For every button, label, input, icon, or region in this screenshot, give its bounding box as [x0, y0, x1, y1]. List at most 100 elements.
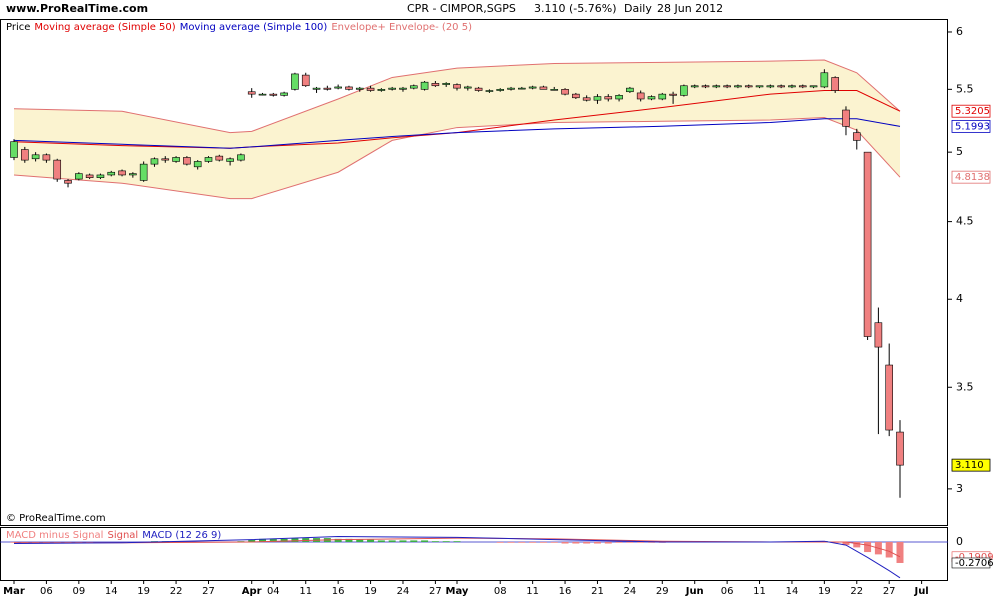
macd-histogram-bar	[572, 541, 580, 544]
macd-histogram-bar	[259, 538, 267, 542]
candle-body	[831, 77, 839, 91]
x-tick-label: 08	[494, 586, 507, 597]
macd-histogram-bar	[453, 541, 461, 542]
legend-price: Price	[6, 22, 30, 33]
macd-histogram-bar	[626, 541, 634, 543]
ma-last-label: 5.3205	[955, 106, 990, 117]
envelope-last-label: 4.8138	[955, 172, 990, 183]
candle-body	[680, 85, 688, 96]
candle-body	[96, 174, 105, 178]
candle-body	[247, 91, 256, 95]
y-tick-label: 6	[956, 25, 963, 38]
x-tick-label: May	[446, 586, 469, 597]
candle-body	[572, 93, 580, 99]
candle-body	[593, 96, 602, 101]
ma-last-label-box	[951, 119, 991, 133]
y-tick-label: 4.5	[956, 215, 974, 228]
macd-histogram-bar	[550, 541, 558, 543]
x-tick-label: 24	[397, 586, 410, 597]
macd-histogram-bar	[561, 541, 569, 544]
watermark: © ProRealTime.com	[6, 513, 106, 524]
candle-body	[21, 149, 29, 161]
candle-body	[312, 87, 321, 90]
signal-line	[14, 537, 901, 558]
x-tick-label: Apr	[242, 586, 262, 597]
envelope-line	[13, 116, 901, 200]
x-tick-label: 29	[656, 586, 669, 597]
macd-histogram-bar	[410, 540, 418, 542]
candle-body	[744, 85, 753, 88]
candle-body	[10, 141, 18, 158]
macd-last-label: -0.2706	[955, 558, 994, 569]
candle-body	[518, 87, 526, 90]
macd-histogram-bar	[377, 540, 385, 542]
candle-body	[604, 96, 613, 100]
macd-histogram-bar	[507, 541, 515, 543]
candle-body	[291, 73, 299, 90]
price-last-label-box	[951, 458, 991, 472]
candle-body	[269, 93, 278, 96]
candle-body	[777, 85, 785, 88]
candle-body	[226, 158, 234, 162]
candle-body	[550, 89, 559, 91]
x-tick-label: 19	[364, 586, 377, 597]
price-last-label: 3.110	[955, 460, 984, 471]
x-tick-label: Jul	[913, 586, 928, 597]
y-tick-label: 5	[956, 145, 963, 158]
candle-body	[690, 85, 699, 88]
candle-body	[842, 109, 850, 127]
candle-body	[442, 83, 450, 85]
macd-histogram-bar	[896, 541, 904, 563]
x-tick-label: Mar	[3, 586, 25, 597]
macd-histogram-bar	[529, 541, 537, 543]
candle-body	[193, 161, 202, 168]
candle-body	[798, 85, 807, 88]
x-tick-label: 11	[299, 586, 312, 597]
x-tick-label: Jun	[685, 586, 704, 597]
macd-histogram-bar	[842, 541, 850, 546]
candle-body	[129, 173, 137, 176]
macd-histogram-bar	[864, 541, 872, 553]
candle-body	[150, 158, 159, 165]
macd-histogram-bar	[291, 538, 299, 542]
ma-last-label-box	[951, 104, 991, 118]
site: www.ProRealTime.com	[6, 2, 148, 15]
candle-body	[53, 159, 62, 180]
candle-body	[701, 85, 710, 88]
y-tick-label: 3	[956, 482, 963, 495]
candle-body	[301, 74, 310, 87]
x-tick-label: 27	[202, 586, 215, 597]
macd-histogram-bar	[496, 541, 504, 543]
candle-body	[75, 173, 83, 180]
macd-histogram-bar	[518, 541, 526, 543]
candle-body	[734, 85, 742, 88]
candle-body	[355, 87, 364, 90]
candle-body	[852, 132, 861, 141]
macd-panel	[0, 527, 948, 581]
x-tick-label: 16	[332, 586, 345, 597]
macd-histogram-bar	[248, 539, 256, 542]
candle-body	[183, 157, 191, 165]
macd-histogram-bar	[356, 539, 364, 542]
candle-body	[366, 87, 375, 91]
candle-body	[788, 85, 796, 88]
x-tick-label: 04	[267, 586, 280, 597]
macd-last-box	[951, 557, 991, 569]
macd-histogram-bar	[334, 538, 342, 542]
candle-body	[874, 322, 883, 348]
macd-histogram-bar	[593, 541, 601, 544]
x-tick-label: 19	[818, 586, 831, 597]
candle-body	[64, 180, 72, 184]
candle-body	[528, 86, 537, 89]
envelope-line	[13, 59, 901, 134]
candle-body	[820, 72, 829, 88]
ma-last-label: 5.1993	[955, 121, 990, 132]
envelope-fill	[14, 60, 900, 199]
envelope-last-label-box	[951, 170, 991, 184]
candle-body	[334, 86, 342, 89]
macd-histogram-bar	[539, 541, 547, 543]
candle-body	[464, 86, 472, 89]
macd-histogram-bar	[583, 541, 591, 544]
moving-average	[13, 118, 901, 149]
